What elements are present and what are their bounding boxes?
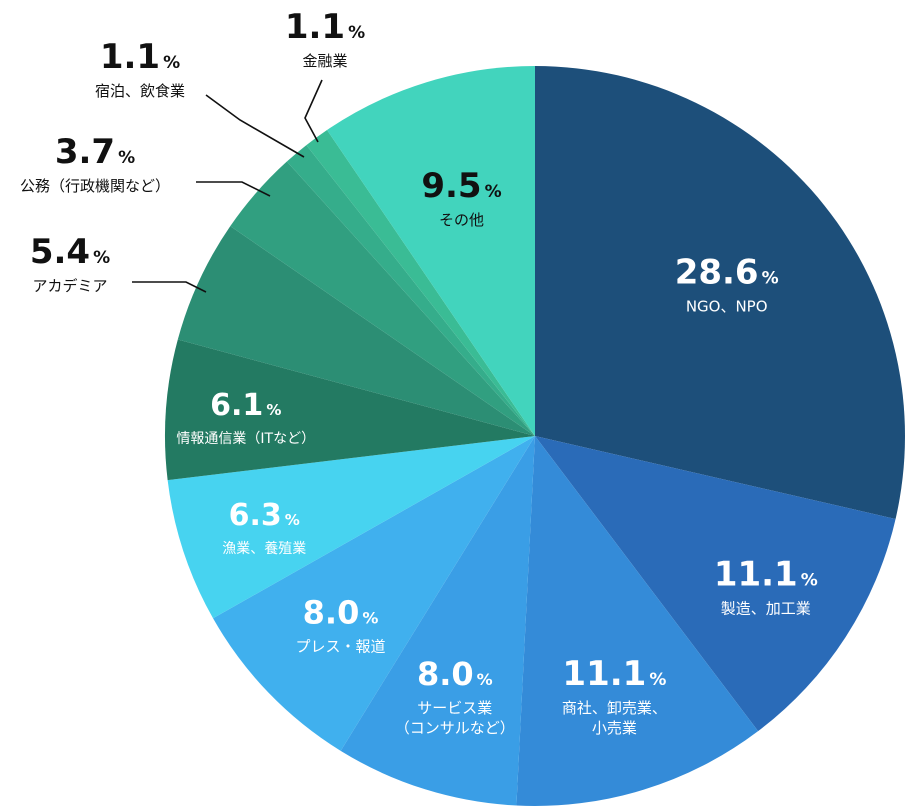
slice-value: 28.6 (675, 252, 759, 292)
slice-value-label: 5.4% (30, 232, 110, 272)
slice-category-line: 公務（行政機関など） (20, 177, 170, 195)
slice-unit: % (118, 148, 135, 168)
slice-unit: % (163, 53, 180, 73)
leader-line (196, 181, 271, 197)
slice-category-label: 製造、加工業 (721, 600, 811, 618)
slice-value-label: 11.1% (562, 654, 666, 694)
pie-slices (165, 66, 906, 806)
slice-unit: % (762, 268, 779, 288)
slice-unit: % (285, 511, 300, 529)
slice-category-line: （コンサルなど） (395, 719, 515, 737)
slice-value-label: 1.1% (100, 37, 180, 77)
slice-category-line: 金融業 (302, 52, 347, 70)
slice-unit: % (801, 571, 818, 591)
slice-value: 8.0 (417, 655, 474, 693)
slice-value: 6.3 (229, 498, 282, 533)
slice-unit: % (649, 670, 666, 690)
pie-slice (306, 129, 535, 436)
slice-category-line: プレス・報道 (296, 637, 386, 655)
slice-value: 1.1 (100, 37, 160, 77)
slice-value: 3.7 (55, 132, 115, 172)
slice-value-label: 3.7% (55, 132, 135, 172)
slice-value: 6.1 (210, 388, 263, 423)
pie-slice (167, 436, 536, 619)
slice-value-label: 1.1% (285, 7, 365, 47)
slice-category-line: 情報通信業（ITなど） (176, 431, 315, 447)
slice-value-label: 9.5% (421, 166, 501, 206)
slice-value-label: 6.1% (210, 388, 281, 423)
slice-unit: % (266, 401, 281, 419)
slice-unit: % (362, 608, 378, 627)
slice-value-label: 28.6% (675, 252, 779, 292)
pie-slice (286, 145, 535, 436)
slice-category-line: NGO、NPO (686, 297, 768, 315)
pie-slice (177, 226, 536, 436)
slice-category-label: 金融業 (302, 52, 347, 70)
slice-unit: % (477, 670, 493, 689)
slice-value: 9.5 (421, 166, 481, 206)
pie-slice (165, 339, 535, 481)
slice-value: 5.4 (30, 232, 90, 272)
slice-category-label: 商社、卸売業、小売業 (562, 699, 667, 737)
slice-value: 1.1 (285, 7, 345, 47)
slice-unit: % (485, 182, 502, 202)
pie-slice (213, 436, 535, 751)
pie-slice (230, 161, 535, 436)
slice-value: 11.1 (714, 555, 798, 595)
leader-line (205, 94, 305, 158)
pie-slice (327, 66, 535, 436)
slice-category-label: その他 (439, 211, 484, 229)
slice-category-label: サービス業 （コンサルなど） (395, 699, 515, 737)
slice-value-label: 11.1% (714, 555, 818, 595)
slice-unit: % (93, 248, 110, 268)
slice-category-line: 製造、加工業 (721, 600, 811, 618)
slice-category-line: 小売業 (592, 719, 637, 737)
leader-line (132, 281, 207, 293)
slice-category-line: その他 (439, 211, 484, 229)
slice-category-label: 公務（行政機関など） (20, 177, 170, 195)
slice-value: 8.0 (303, 593, 360, 631)
pie-slice (340, 436, 535, 806)
slice-category-label: アカデミア (32, 277, 107, 295)
pie-slice (535, 436, 896, 732)
slice-category-label: 宿泊、飲食業 (95, 82, 185, 100)
slice-category-line: 宿泊、飲食業 (95, 82, 185, 100)
slice-category-line: 漁業、養殖業 (222, 540, 306, 557)
slice-category-line: アカデミア (32, 277, 107, 295)
pie-labels: 28.6 % NGO、NPO 11.1 % 製造、加工業 11.1 % 商社、卸売業、小売業 8.… (20, 7, 818, 737)
slice-value-label: 6.3% (229, 498, 300, 533)
leader-line (304, 79, 323, 143)
pie-slice (535, 66, 906, 519)
slice-category-line: サービス業 (417, 699, 492, 717)
slice-category-line: 商社、卸売業、 (562, 699, 667, 717)
slice-category-label: NGO、NPO (686, 297, 768, 315)
slice-category-label: 漁業、養殖業 (222, 540, 306, 557)
pie-slice (516, 436, 759, 806)
slice-category-label: プレス・報道 (296, 637, 386, 655)
slice-value-label: 8.0% (303, 593, 379, 631)
slice-unit: % (348, 23, 365, 43)
slice-value: 11.1 (562, 654, 646, 694)
slice-value-label: 8.0% (417, 655, 493, 693)
slice-category-label: 情報通信業（ITなど） (176, 431, 315, 447)
